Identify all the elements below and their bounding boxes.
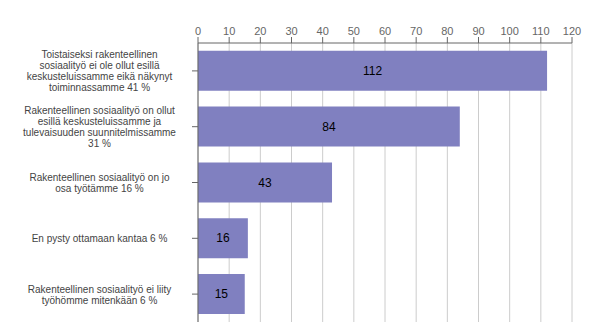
svg-text:50: 50 <box>348 25 360 37</box>
svg-text:Rakenteellinen sosiaalityö on: Rakenteellinen sosiaalityö on ollutesill… <box>23 105 176 149</box>
svg-text:110: 110 <box>532 25 550 37</box>
svg-text:112: 112 <box>363 64 382 78</box>
svg-text:84: 84 <box>322 120 336 134</box>
svg-text:15: 15 <box>215 287 229 301</box>
svg-text:20: 20 <box>254 25 266 37</box>
svg-text:Rakenteellinen sosiaalityö on: Rakenteellinen sosiaalityö on joosa työt… <box>29 172 170 194</box>
svg-text:10: 10 <box>223 25 235 37</box>
svg-text:90: 90 <box>472 25 484 37</box>
svg-text:43: 43 <box>258 176 272 190</box>
svg-text:30: 30 <box>285 25 297 37</box>
svg-text:120: 120 <box>563 25 581 37</box>
svg-text:70: 70 <box>410 25 422 37</box>
svg-text:16: 16 <box>216 231 230 245</box>
svg-text:40: 40 <box>317 25 329 37</box>
svg-text:Rakenteellinen sosiaalityö ei: Rakenteellinen sosiaalityö ei liitytyöhö… <box>28 283 171 305</box>
svg-text:80: 80 <box>441 25 453 37</box>
svg-text:En pysty ottamaan kantaa 6 %: En pysty ottamaan kantaa 6 % <box>32 233 168 244</box>
svg-text:60: 60 <box>379 25 391 37</box>
svg-text:0: 0 <box>195 25 201 37</box>
svg-text:Toistaiseksi rakenteellinensos: Toistaiseksi rakenteellinensosiaalityö e… <box>27 49 173 93</box>
svg-text:100: 100 <box>500 25 518 37</box>
